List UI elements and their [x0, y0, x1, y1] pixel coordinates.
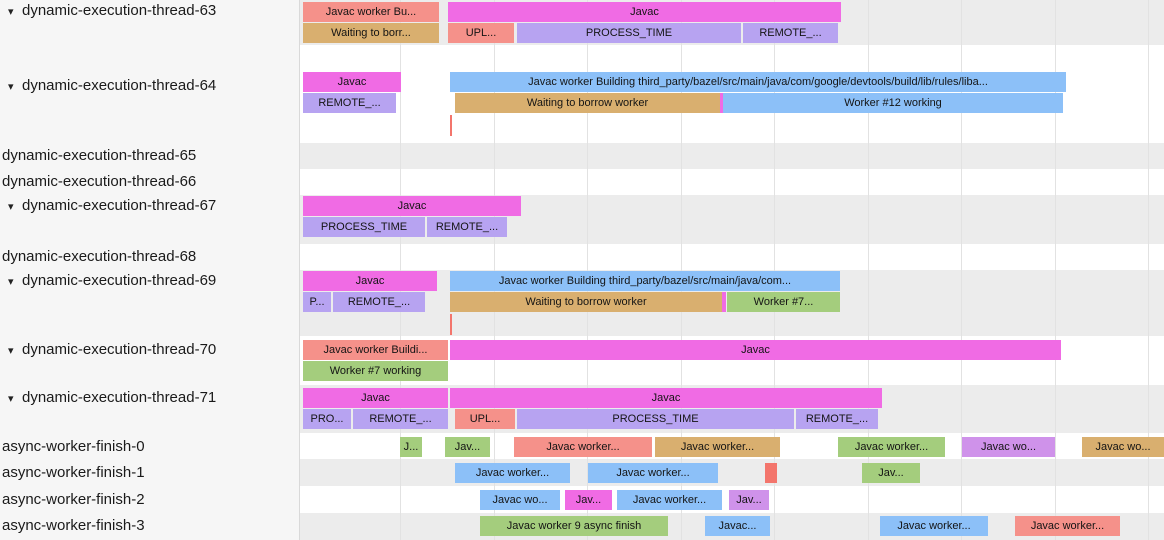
track-label-dynamic-execution-thread-67[interactable]: ▾ dynamic-execution-thread-67	[0, 196, 300, 216]
trace-slice[interactable]: REMOTE_...	[743, 23, 838, 43]
track-name: dynamic-execution-thread-70	[22, 341, 217, 358]
trace-slice[interactable]: Javac	[450, 340, 1061, 360]
trace-slice[interactable]: Worker #7...	[727, 292, 840, 312]
track-name: async-worker-finish-3	[2, 517, 145, 534]
timeline-canvas[interactable]: Javac worker Bu... Javac Waiting to borr..…	[300, 0, 1164, 540]
trace-slice[interactable]: Waiting to borrow worker	[455, 93, 720, 113]
trace-slice[interactable]: Javac worker...	[655, 437, 780, 457]
trace-slice[interactable]: Javac worker...	[1015, 516, 1120, 536]
expander-down-icon[interactable]: ▾	[8, 393, 14, 405]
trace-slice[interactable]: Javac worker...	[838, 437, 945, 457]
trace-slice[interactable]: Worker #12 working	[723, 93, 1063, 113]
trace-slice[interactable]: PROCESS_TIME	[303, 217, 425, 237]
track-label-async-worker-finish-1[interactable]: async-worker-finish-1	[0, 463, 300, 483]
track-band	[300, 459, 1164, 486]
expander-down-icon[interactable]: ▾	[8, 276, 14, 288]
trace-slice[interactable]: Javac worker Bu...	[303, 2, 439, 22]
track-label-dynamic-execution-thread-66[interactable]: dynamic-execution-thread-66	[0, 172, 300, 192]
track-label-dynamic-execution-thread-64[interactable]: ▾ dynamic-execution-thread-64	[0, 76, 300, 96]
trace-slice[interactable]: PRO...	[303, 409, 351, 429]
track-label-async-worker-finish-2[interactable]: async-worker-finish-2	[0, 490, 300, 510]
trace-slice[interactable]: Javac worker...	[514, 437, 652, 457]
instant-event-tick[interactable]	[450, 115, 452, 136]
trace-slice[interactable]: Javac...	[705, 516, 770, 536]
trace-slice[interactable]: PROCESS_TIME	[517, 23, 741, 43]
track-label-dynamic-execution-thread-68[interactable]: dynamic-execution-thread-68	[0, 247, 300, 267]
trace-slice[interactable]: PROCESS_TIME	[517, 409, 794, 429]
trace-slice[interactable]: UPL...	[448, 23, 514, 43]
trace-slice[interactable]: Javac wo...	[480, 490, 560, 510]
trace-slice[interactable]: REMOTE_...	[303, 93, 396, 113]
trace-slice[interactable]: Javac	[448, 2, 841, 22]
trace-slice[interactable]: Javac worker...	[617, 490, 722, 510]
track-name: async-worker-finish-0	[2, 438, 145, 455]
track-name: async-worker-finish-2	[2, 491, 145, 508]
trace-slice[interactable]: Javac worker Buildi...	[303, 340, 448, 360]
time-gridline	[1055, 0, 1056, 540]
trace-slice[interactable]: Worker #7 working	[303, 361, 448, 381]
trace-slice[interactable]: Jav...	[729, 490, 769, 510]
expander-down-icon[interactable]: ▾	[8, 201, 14, 213]
time-gridline	[1148, 0, 1149, 540]
track-label-async-worker-finish-3[interactable]: async-worker-finish-3	[0, 516, 300, 536]
expander-down-icon[interactable]: ▾	[8, 81, 14, 93]
track-name: dynamic-execution-thread-68	[2, 248, 197, 265]
expander-down-icon[interactable]: ▾	[8, 6, 14, 18]
track-name: async-worker-finish-1	[2, 464, 145, 481]
track-name: dynamic-execution-thread-71	[22, 389, 217, 406]
trace-slice[interactable]	[720, 93, 723, 113]
time-gridline	[681, 0, 682, 540]
trace-slice[interactable]: Jav...	[862, 463, 920, 483]
time-gridline	[961, 0, 962, 540]
track-name: dynamic-execution-thread-66	[2, 173, 197, 190]
trace-slice[interactable]: Javac	[303, 271, 437, 291]
track-name: dynamic-execution-thread-64	[22, 77, 217, 94]
track-label-dynamic-execution-thread-63[interactable]: ▾ dynamic-execution-thread-63	[0, 1, 300, 21]
track-band	[300, 143, 1164, 169]
trace-slice[interactable]: Javac worker...	[588, 463, 718, 483]
trace-slice[interactable]: Javac worker Building third_party/bazel/…	[450, 72, 1066, 92]
trace-slice[interactable]: Javac worker...	[455, 463, 570, 483]
trace-slice[interactable]: J...	[400, 437, 422, 457]
track-label-dynamic-execution-thread-65[interactable]: dynamic-execution-thread-65	[0, 146, 300, 166]
trace-slice[interactable]: Waiting to borrow worker	[450, 292, 722, 312]
trace-slice[interactable]: REMOTE_...	[353, 409, 448, 429]
expander-down-icon[interactable]: ▾	[8, 345, 14, 357]
trace-slice[interactable]: REMOTE_...	[333, 292, 425, 312]
track-name: dynamic-execution-thread-65	[2, 147, 197, 164]
trace-slice[interactable]: P...	[303, 292, 331, 312]
trace-slice[interactable]	[765, 463, 777, 483]
trace-slice[interactable]: UPL...	[455, 409, 515, 429]
trace-slice[interactable]: Javac worker 9 async finish	[480, 516, 668, 536]
track-label-dynamic-execution-thread-71[interactable]: ▾ dynamic-execution-thread-71	[0, 388, 300, 408]
instant-event-tick[interactable]	[450, 314, 452, 335]
trace-slice[interactable]: Waiting to borr...	[303, 23, 439, 43]
trace-slice[interactable]: Jav...	[565, 490, 612, 510]
trace-slice[interactable]	[722, 292, 726, 312]
track-label-async-worker-finish-0[interactable]: async-worker-finish-0	[0, 437, 300, 457]
trace-slice[interactable]: Javac worker...	[880, 516, 988, 536]
time-gridline	[494, 0, 495, 540]
track-name: dynamic-execution-thread-63	[22, 2, 217, 19]
time-gridline	[868, 0, 869, 540]
trace-slice[interactable]: Javac	[303, 72, 401, 92]
track-label-dynamic-execution-thread-69[interactable]: ▾ dynamic-execution-thread-69	[0, 271, 300, 291]
trace-slice[interactable]: Javac wo...	[962, 437, 1055, 457]
track-labels-panel: ▾ dynamic-execution-thread-63 ▾ dynamic-exe…	[0, 0, 300, 540]
trace-slice[interactable]: Javac worker Building third_party/bazel/…	[450, 271, 840, 291]
trace-slice[interactable]: Jav...	[445, 437, 490, 457]
time-gridline	[774, 0, 775, 540]
trace-slice[interactable]: Javac	[450, 388, 882, 408]
trace-slice[interactable]: Javac wo...	[1082, 437, 1164, 457]
time-gridline	[587, 0, 588, 540]
trace-slice[interactable]: REMOTE_...	[427, 217, 507, 237]
track-name: dynamic-execution-thread-67	[22, 197, 217, 214]
track-label-dynamic-execution-thread-70[interactable]: ▾ dynamic-execution-thread-70	[0, 340, 300, 360]
track-name: dynamic-execution-thread-69	[22, 272, 217, 289]
trace-slice[interactable]: REMOTE_...	[796, 409, 878, 429]
time-gridline	[400, 0, 401, 540]
trace-slice[interactable]: Javac	[303, 388, 448, 408]
trace-slice[interactable]: Javac	[303, 196, 521, 216]
